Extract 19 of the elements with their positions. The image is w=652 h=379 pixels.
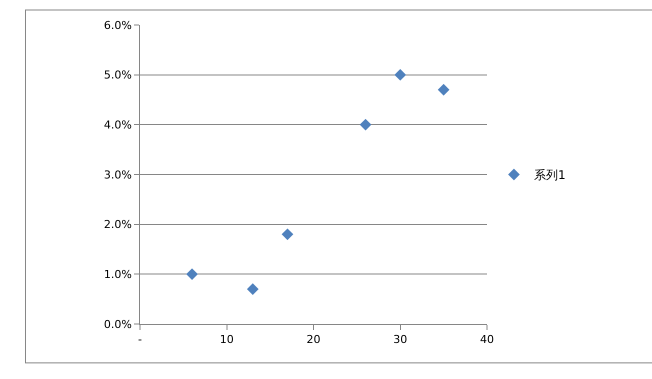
point (282, 228, 294, 240)
x-tick-label: - (138, 333, 142, 346)
y-tick-label: 6.0% (104, 18, 132, 32)
legend-label: 系列1 (534, 168, 566, 182)
x-tick-label: 40 (480, 333, 494, 346)
point (186, 268, 198, 280)
y-tick-label: 4.0% (104, 118, 132, 132)
y-tick-label: 0.0% (104, 318, 132, 331)
x-tick-label: 20 (306, 333, 320, 346)
point (360, 118, 372, 131)
point (394, 68, 406, 81)
point (246, 283, 259, 295)
y-tick-label: 3.0% (104, 168, 132, 182)
y-tick-label: 1.0% (104, 268, 132, 282)
y-tick-label: 2.0% (104, 218, 132, 232)
y-tick-label: 5.0% (104, 68, 132, 82)
point (438, 84, 450, 96)
x-tick-label: 30 (393, 333, 408, 346)
x-tick-label: 10 (220, 333, 234, 346)
